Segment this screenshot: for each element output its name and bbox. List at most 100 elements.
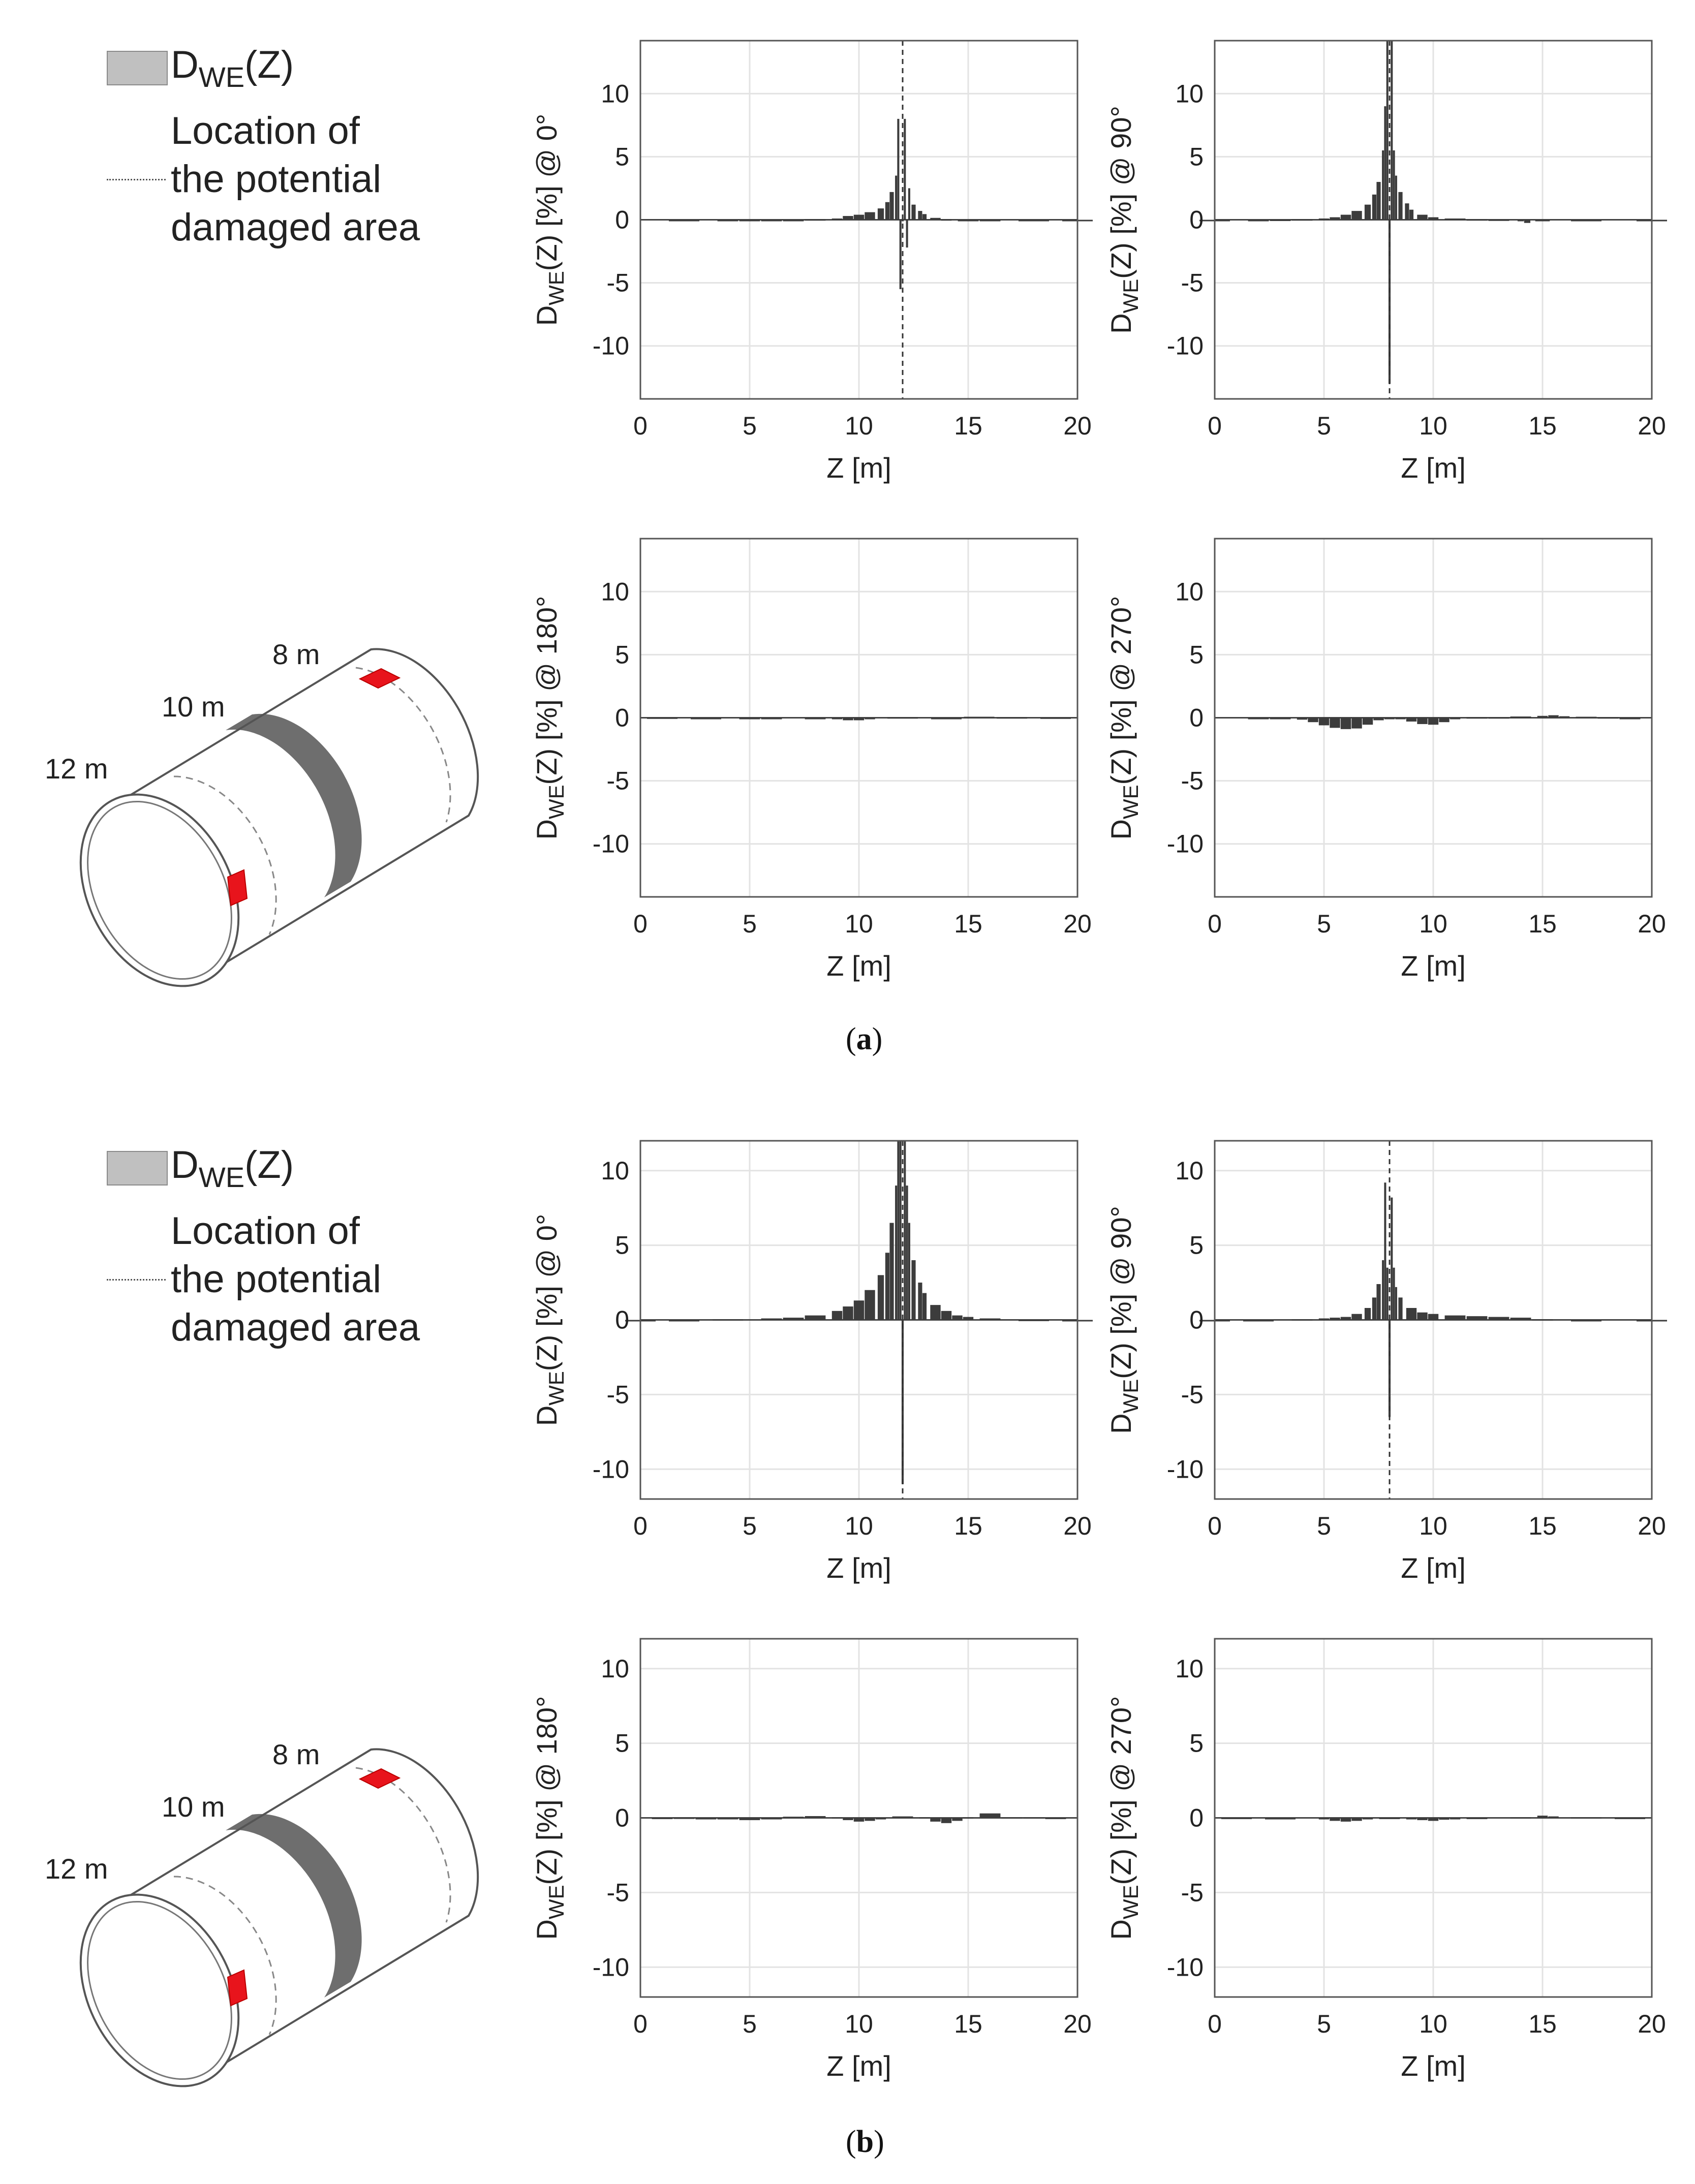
- y-axis-label: DWE(Z) [%] @ 270°: [1105, 596, 1143, 840]
- axes-frame: [639, 1638, 1078, 1998]
- bar: [904, 118, 906, 220]
- bar: [1351, 1314, 1362, 1320]
- x-tick-label: 5: [1317, 910, 1331, 938]
- x-tick-label: 0: [633, 1512, 648, 1540]
- bar: [1379, 1817, 1400, 1819]
- chart-a-0: 0 5 10 15 20 -10 -5 0 5 10 Z [m] DWE(Z) [%] @ 0°: [531, 40, 1093, 484]
- x-axis-label: Z [m]: [826, 452, 891, 484]
- bar: [889, 1223, 894, 1320]
- y-tick-label: 5: [615, 142, 629, 171]
- bar: [1364, 1308, 1371, 1320]
- x-tick-label: 20: [1063, 2010, 1092, 2038]
- bar: [1417, 214, 1428, 220]
- bar: [1428, 217, 1439, 220]
- bar: [1386, 1267, 1389, 1320]
- bar: [1444, 1315, 1466, 1320]
- x-tick-label: 10: [1419, 412, 1447, 440]
- bar: [1364, 204, 1371, 220]
- x-axis-label: Z [m]: [1401, 1552, 1466, 1584]
- bar: [1297, 717, 1308, 720]
- legend-line1-b: Location of: [171, 1209, 360, 1253]
- y-tick-label: 5: [615, 1729, 629, 1758]
- bar: [1376, 182, 1381, 220]
- y-tick-label: 5: [1189, 1231, 1204, 1260]
- bar: [831, 1311, 843, 1320]
- bar: [669, 1320, 699, 1322]
- bar: [1439, 717, 1450, 723]
- bar: [1571, 220, 1601, 222]
- bar: [918, 211, 922, 220]
- bar: [911, 1260, 916, 1320]
- bar: [1373, 717, 1384, 721]
- bar: [897, 118, 900, 220]
- bar: [908, 1223, 910, 1320]
- bar: [1318, 1818, 1330, 1820]
- bar: [1405, 203, 1409, 220]
- x-tick-label: 10: [845, 910, 873, 938]
- bar: [952, 1315, 963, 1320]
- bar: [922, 1293, 927, 1320]
- bar: [930, 1818, 941, 1822]
- bar: [1291, 219, 1313, 221]
- bar: [1340, 214, 1351, 220]
- x-axis-label: Z [m]: [1401, 452, 1466, 484]
- y-tick-label: 0: [1189, 1306, 1204, 1334]
- y-tick-label: -10: [593, 1953, 629, 1981]
- bar: [1488, 1317, 1509, 1320]
- bar: [1045, 1817, 1066, 1819]
- x-tick-label: 5: [743, 1512, 757, 1540]
- bar: [1532, 1319, 1553, 1321]
- y-tick-label: 10: [1175, 1157, 1204, 1185]
- bar: [1040, 717, 1071, 719]
- x-tick-label: 20: [1638, 412, 1666, 440]
- bar: [1488, 717, 1509, 719]
- bar: [1395, 1287, 1397, 1320]
- x-tick-label: 0: [1208, 910, 1222, 938]
- legend-line2-a: the potential: [171, 158, 382, 201]
- bar: [1384, 106, 1386, 220]
- y-tick-label: 5: [1189, 1729, 1204, 1758]
- bar: [805, 219, 826, 221]
- axes-frame: [1214, 1638, 1653, 1998]
- bar: [963, 1317, 974, 1320]
- x-axis-label: Z [m]: [826, 950, 891, 982]
- bar: [843, 1818, 853, 1820]
- bar: [908, 188, 910, 220]
- bar: [805, 717, 826, 720]
- bar: [941, 1311, 952, 1320]
- bar: [958, 220, 979, 222]
- bar: [922, 214, 927, 220]
- legend-line2-b: the potential: [171, 1258, 382, 1301]
- y-tick-label: -5: [1181, 767, 1204, 795]
- y-axis-label: DWE(Z) [%] @ 180°: [531, 1696, 568, 1940]
- y-tick-label: 10: [1175, 79, 1204, 108]
- bar: [805, 1816, 826, 1818]
- bar: [906, 220, 908, 248]
- y-tick-label: -10: [593, 830, 629, 858]
- y-tick-label: -5: [607, 1878, 629, 1907]
- bar: [899, 220, 902, 290]
- bar: [1428, 717, 1439, 725]
- bar: [1318, 219, 1330, 221]
- y-tick-label: 5: [615, 640, 629, 669]
- bar: [1340, 1818, 1351, 1822]
- x-tick-label: 5: [1317, 412, 1331, 440]
- y-tick-label: -5: [1181, 269, 1204, 297]
- bar: [669, 220, 699, 222]
- bar: [1318, 1318, 1330, 1320]
- legend-line3-b: damaged area: [171, 1306, 420, 1349]
- bar: [897, 1141, 900, 1320]
- bar: [1330, 717, 1340, 728]
- bar: [761, 1318, 782, 1320]
- y-tick-label: 0: [615, 1804, 629, 1832]
- bar: [1524, 220, 1531, 223]
- bar: [717, 1818, 738, 1820]
- bar: [647, 717, 677, 719]
- axes-frame: [639, 40, 1078, 400]
- bar: [1406, 1308, 1417, 1320]
- bar: [1619, 717, 1641, 720]
- x-tick-label: 0: [1208, 1512, 1222, 1540]
- y-tick-label: 5: [615, 1231, 629, 1260]
- x-axis-label: Z [m]: [1401, 2050, 1466, 2082]
- y-tick-label: 10: [1175, 1655, 1204, 1683]
